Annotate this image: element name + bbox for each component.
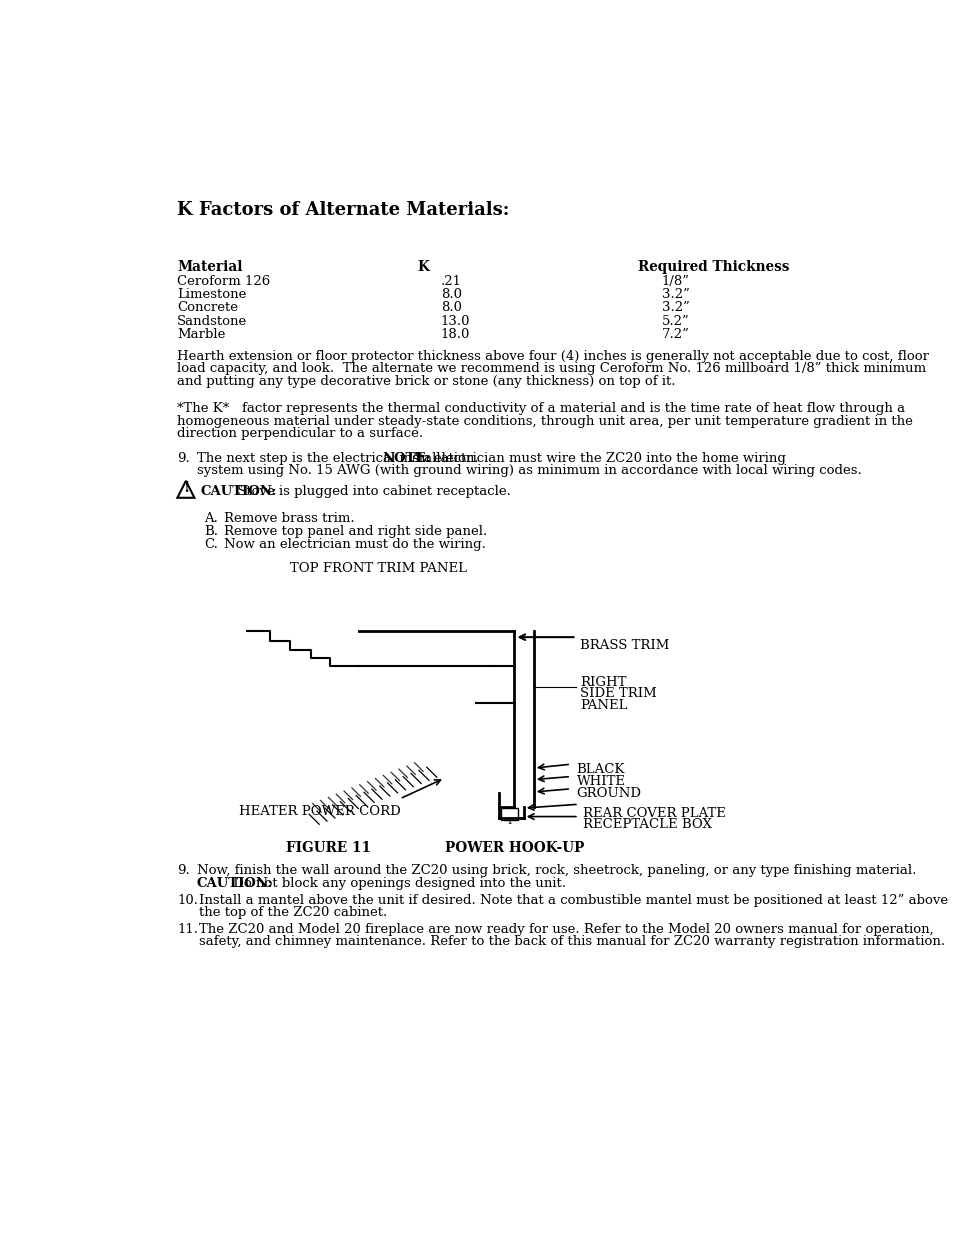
Text: CAUTION:: CAUTION: [196,877,273,889]
Text: Sandstone: Sandstone [177,315,248,327]
Text: Required Thickness: Required Thickness [638,259,789,274]
Text: 7.2”: 7.2” [661,327,689,341]
Text: Do not block any openings designed into the unit.: Do not block any openings designed into … [229,877,565,889]
Text: Limestone: Limestone [177,288,247,301]
Text: K: K [417,259,429,274]
Text: *The K*   factor represents the thermal conductivity of a material and is the ti: *The K* factor represents the thermal co… [177,403,904,415]
Text: and putting any type decorative brick or stone (any thickness) on top of it.: and putting any type decorative brick or… [177,374,675,388]
Text: An electrician must wire the ZC20 into the home wiring: An electrician must wire the ZC20 into t… [403,452,785,464]
Text: TOP FRONT TRIM PANEL: TOP FRONT TRIM PANEL [290,562,466,574]
Text: C.: C. [204,537,218,551]
Text: PANEL: PANEL [579,699,627,711]
Text: 3.2”: 3.2” [661,301,689,315]
Text: 1/8”: 1/8” [661,275,689,288]
Text: homogeneous material under steady-state conditions, through unit area, per unit : homogeneous material under steady-state … [177,415,912,427]
Text: 13.0: 13.0 [440,315,470,327]
Text: Hearth extension or floor protector thickness above four (4) inches is generally: Hearth extension or floor protector thic… [177,350,928,363]
Text: SIDE TRIM: SIDE TRIM [579,687,657,700]
Text: BRASS TRIM: BRASS TRIM [579,640,669,652]
Text: Material: Material [177,259,243,274]
Text: 8.0: 8.0 [440,301,461,315]
Text: .21: .21 [440,275,461,288]
Text: Stove is plugged into cabinet receptacle.: Stove is plugged into cabinet receptacle… [233,484,510,498]
Text: 5.2”: 5.2” [661,315,689,327]
Text: WHITE: WHITE [576,776,625,788]
Text: 8.0: 8.0 [440,288,461,301]
Text: A.: A. [204,511,218,525]
Text: Now, finish the wall around the ZC20 using brick, rock, sheetrock, paneling, or : Now, finish the wall around the ZC20 usi… [196,864,915,877]
Text: The next step is the electrical installation.: The next step is the electrical installa… [196,452,482,464]
Text: 10.: 10. [177,894,198,906]
Text: HEATER POWER CORD: HEATER POWER CORD [239,805,400,818]
Text: system using No. 15 AWG (with ground wiring) as minimum in accordance with local: system using No. 15 AWG (with ground wir… [196,464,861,477]
Text: 18.0: 18.0 [440,327,470,341]
Text: REAR COVER PLATE: REAR COVER PLATE [582,806,725,820]
Text: Install a mantel above the unit if desired. Note that a combustible mantel must : Install a mantel above the unit if desir… [199,894,947,906]
Text: 9.: 9. [177,452,190,464]
Text: CAUTION:: CAUTION: [200,484,276,498]
Text: RECEPTACLE BOX: RECEPTACLE BOX [582,818,711,831]
Text: B.: B. [204,525,218,537]
Text: Remove top panel and right side panel.: Remove top panel and right side panel. [224,525,487,537]
Text: 9.: 9. [177,864,190,877]
Text: Concrete: Concrete [177,301,238,315]
Text: !: ! [183,482,189,495]
Text: POWER HOOK-UP: POWER HOOK-UP [444,841,583,855]
Bar [500,808,517,820]
Text: safety, and chimney maintenance. Refer to the back of this manual for ZC20 warra: safety, and chimney maintenance. Refer t… [199,935,944,948]
Text: 1: 1 [506,818,513,826]
Text: direction perpendicular to a surface.: direction perpendicular to a surface. [177,427,423,440]
Text: 11.: 11. [177,923,198,936]
Text: Now an electrician must do the wiring.: Now an electrician must do the wiring. [224,537,485,551]
Text: the top of the ZC20 cabinet.: the top of the ZC20 cabinet. [199,906,387,919]
Text: Remove brass trim.: Remove brass trim. [224,511,355,525]
Text: Marble: Marble [177,327,226,341]
Text: K Factors of Alternate Materials:: K Factors of Alternate Materials: [177,200,509,219]
Text: 3.2”: 3.2” [661,288,689,301]
Text: BLACK: BLACK [576,763,624,776]
Text: Ceroform 126: Ceroform 126 [177,275,271,288]
Text: GROUND: GROUND [576,787,640,800]
Text: FIGURE 11: FIGURE 11 [286,841,371,855]
Text: NOTE:: NOTE: [382,452,431,464]
Text: The ZC20 and Model 20 fireplace are now ready for use. Refer to the Model 20 own: The ZC20 and Model 20 fireplace are now … [199,923,933,936]
Text: load capacity, and look.  The alternate we recommend is using Ceroform No. 126 m: load capacity, and look. The alternate w… [177,362,925,375]
Text: RIGHT: RIGHT [579,676,626,689]
